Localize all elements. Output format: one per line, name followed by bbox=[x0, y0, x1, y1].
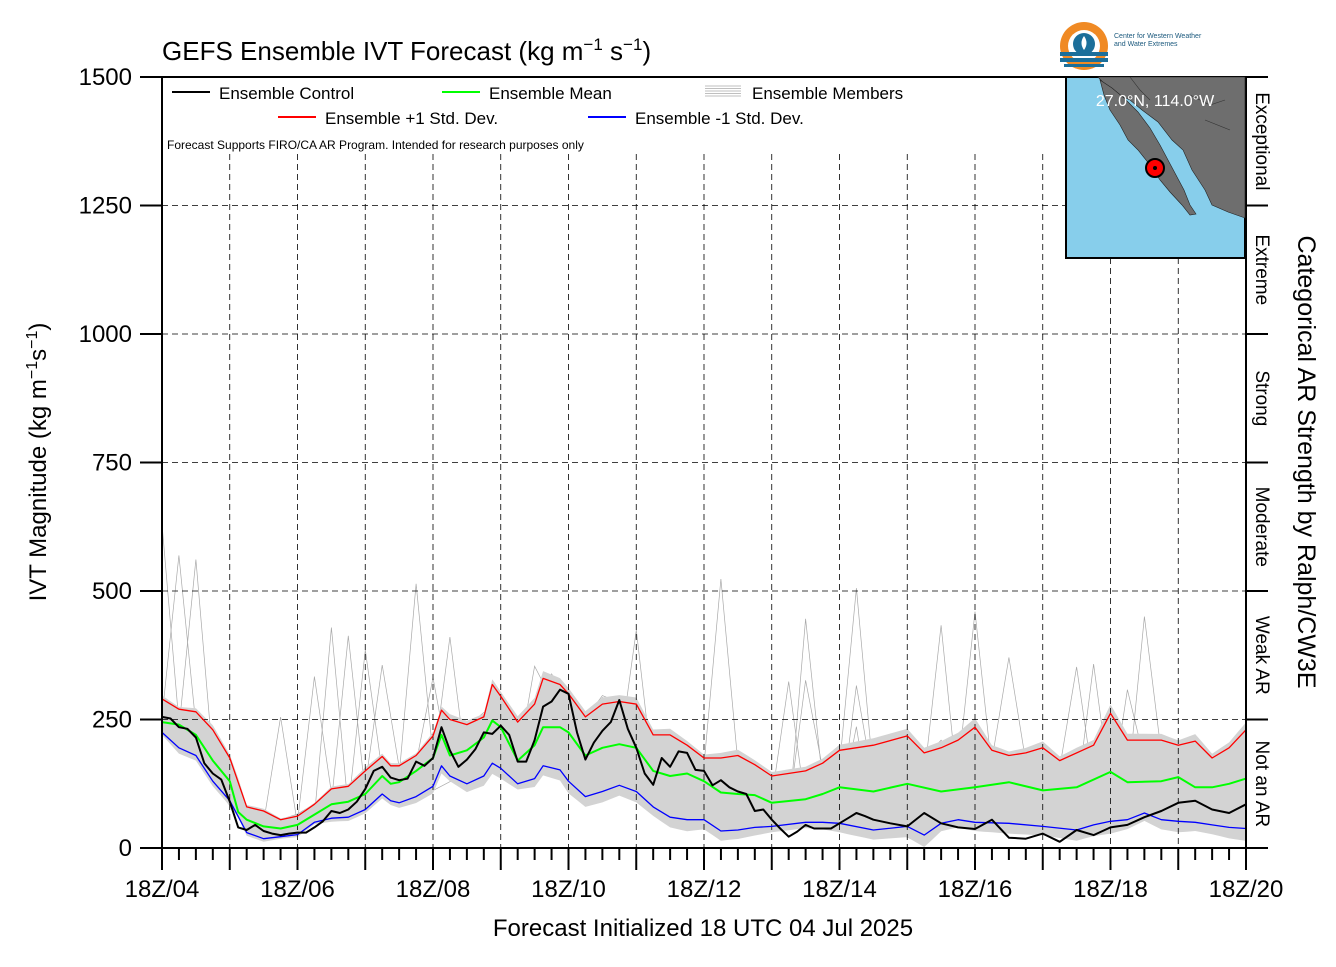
ylabel-sup2: −1 bbox=[24, 330, 41, 348]
y-axis-title: IVT Magnitude (kg m−1s−1) bbox=[24, 323, 52, 602]
category-label: Weak AR bbox=[1251, 616, 1272, 695]
x-tick-label: 18Z/18 bbox=[1073, 876, 1148, 903]
y-tick-label: 500 bbox=[92, 578, 132, 605]
ensemble-control-line bbox=[161, 688, 1247, 843]
category-label: Strong bbox=[1251, 370, 1272, 426]
x-axis-title: Forecast Initialized 18 UTC 04 Jul 2025 bbox=[493, 915, 913, 942]
series-lines-group bbox=[161, 677, 1247, 843]
axes-group: 0 250 500 750 1000 1250 1500 18Z/04 18Z/06 18Z/08… bbox=[79, 64, 1284, 903]
cw3e-logo: Center for Western Weather and Water Ext… bbox=[1058, 20, 1258, 72]
inset-borders bbox=[1129, 76, 1231, 131]
x-tick-label: 18Z/12 bbox=[667, 876, 742, 903]
ylabel-tail: ) bbox=[25, 323, 52, 331]
logo-org-line1: Center for Western Weather bbox=[1114, 33, 1202, 40]
right-axis-title: Categorical AR Strength by Ralph/CW3E bbox=[1292, 236, 1320, 689]
disclaimer-note: Forecast Supports FIRO/CA AR Program. In… bbox=[167, 138, 584, 152]
legend-label: Ensemble Mean bbox=[489, 84, 612, 103]
category-label: Exceptional bbox=[1251, 92, 1272, 190]
legend-label: Ensemble Members bbox=[752, 84, 903, 103]
ensemble-1-std-dev-line bbox=[161, 731, 1247, 840]
legend-label: Ensemble Control bbox=[219, 84, 354, 103]
y-tick-label: 1500 bbox=[79, 64, 132, 91]
category-labels-group: Not an AR Weak AR Moderate Strong Extreme Exc… bbox=[1251, 92, 1272, 827]
cw3e-logo-text: Center for Western Weather and Water Ext… bbox=[1114, 33, 1254, 49]
logo-org-line2: and Water Extremes bbox=[1114, 41, 1178, 48]
y-tick-label: 1000 bbox=[79, 321, 132, 348]
legend-label: Ensemble -1 Std. Dev. bbox=[635, 109, 804, 128]
x-tick-label: 18Z/20 bbox=[1209, 876, 1284, 903]
y-tick-label: 250 bbox=[92, 707, 132, 734]
title-mid: s bbox=[603, 36, 623, 66]
x-tick-label: 18Z/10 bbox=[531, 876, 606, 903]
inset-map: 27.0°N, 114.0°W bbox=[1065, 76, 1246, 259]
ylabel-mid: s bbox=[25, 349, 52, 361]
gridlines-group bbox=[162, 154, 1246, 848]
x-tick-label: 18Z/04 bbox=[125, 876, 200, 903]
x-tick-label: 18Z/06 bbox=[260, 876, 335, 903]
ensemble-1-std-dev-line bbox=[161, 677, 1247, 821]
y-tick-label: 1250 bbox=[79, 193, 132, 220]
title-sup2: −1 bbox=[623, 35, 642, 54]
legend-group: Ensemble Control Ensemble Mean Ensemble Me… bbox=[167, 84, 903, 152]
chart-title: GEFS Ensemble IVT Forecast (kg m−1 s−1) bbox=[162, 35, 651, 66]
category-label: Moderate bbox=[1251, 487, 1272, 567]
inset-peninsula bbox=[1099, 79, 1197, 216]
location-marker-center bbox=[1153, 166, 1157, 170]
category-label: Extreme bbox=[1251, 234, 1272, 305]
y-tick-label: 750 bbox=[92, 450, 132, 477]
cw3e-logo-icon bbox=[1060, 22, 1108, 70]
legend-label: Ensemble +1 Std. Dev. bbox=[325, 109, 498, 128]
ensemble-mean-line bbox=[161, 719, 1247, 830]
x-tick-label: 18Z/16 bbox=[938, 876, 1013, 903]
title-sup1: −1 bbox=[583, 35, 602, 54]
ylabel-sup1: −1 bbox=[24, 361, 41, 379]
inset-mainland bbox=[1097, 76, 1246, 219]
inset-coordinate-label: 27.0°N, 114.0°W bbox=[1096, 93, 1215, 110]
title-tail: ) bbox=[642, 36, 651, 66]
category-label: Not an AR bbox=[1251, 740, 1272, 827]
x-tick-label: 18Z/14 bbox=[802, 876, 877, 903]
titles-group: GEFS Ensemble IVT Forecast (kg m−1 s−1) I… bbox=[24, 35, 1320, 942]
x-tick-label: 18Z/08 bbox=[396, 876, 471, 903]
y-tick-label: 0 bbox=[119, 835, 132, 862]
